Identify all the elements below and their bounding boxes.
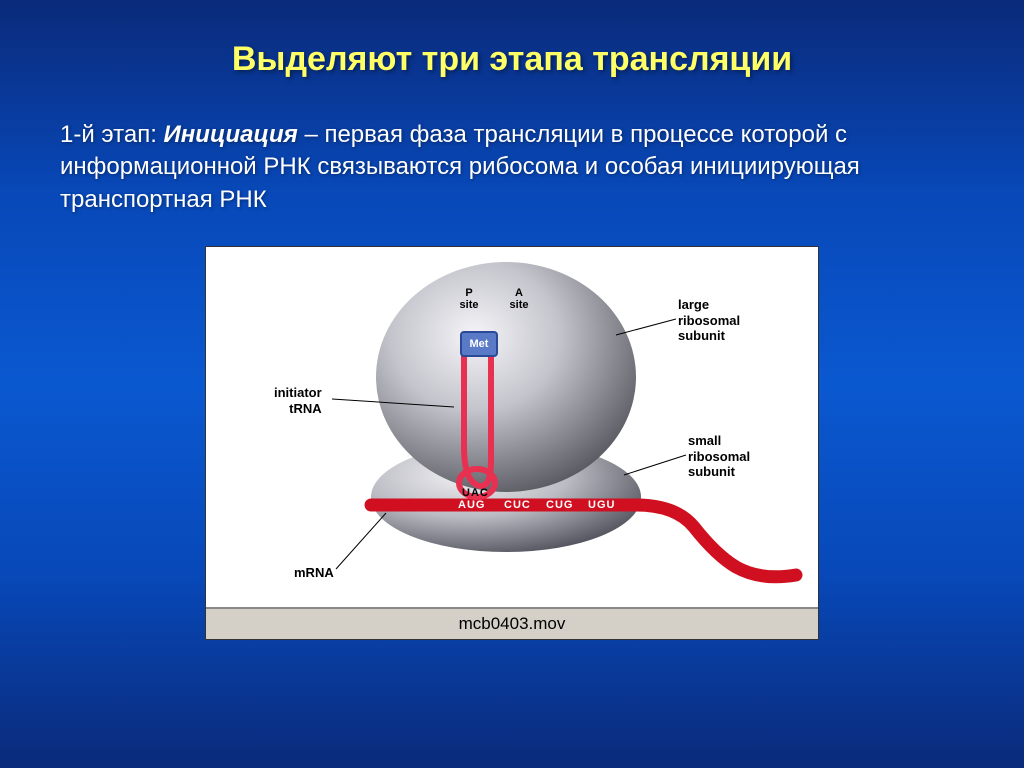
- body-paragraph: 1-й этап: Инициация – первая фаза трансл…: [60, 119, 964, 216]
- initiator-trna-label: initiator tRNA: [274, 385, 322, 416]
- anticodon-label: UAC: [462, 487, 489, 499]
- met-box: Met: [460, 331, 498, 357]
- para-lead: 1-й этап:: [60, 121, 164, 148]
- figure-caption-bar: mcb0403.mov: [206, 607, 818, 639]
- a-site-label: A site: [508, 287, 530, 311]
- slide-title: Выделяют три этапа трансляции: [60, 40, 964, 79]
- mrna-label: mRNA: [294, 565, 334, 581]
- diagram-figure: Met P site A site UAC AUG CUC CUG UGU la…: [205, 246, 819, 640]
- diagram-canvas: Met P site A site UAC AUG CUC CUG UGU la…: [206, 247, 816, 607]
- codon-0: AUG: [458, 499, 485, 511]
- large-subunit-label: large ribosomal subunit: [678, 297, 740, 344]
- figure-caption: mcb0403.mov: [459, 614, 566, 634]
- small-subunit-label: small ribosomal subunit: [688, 433, 750, 480]
- codon-3: UGU: [588, 499, 615, 511]
- codon-2: CUG: [546, 499, 573, 511]
- para-emph: Инициация: [164, 121, 298, 148]
- codon-1: CUC: [504, 499, 531, 511]
- p-site-label: P site: [458, 287, 480, 311]
